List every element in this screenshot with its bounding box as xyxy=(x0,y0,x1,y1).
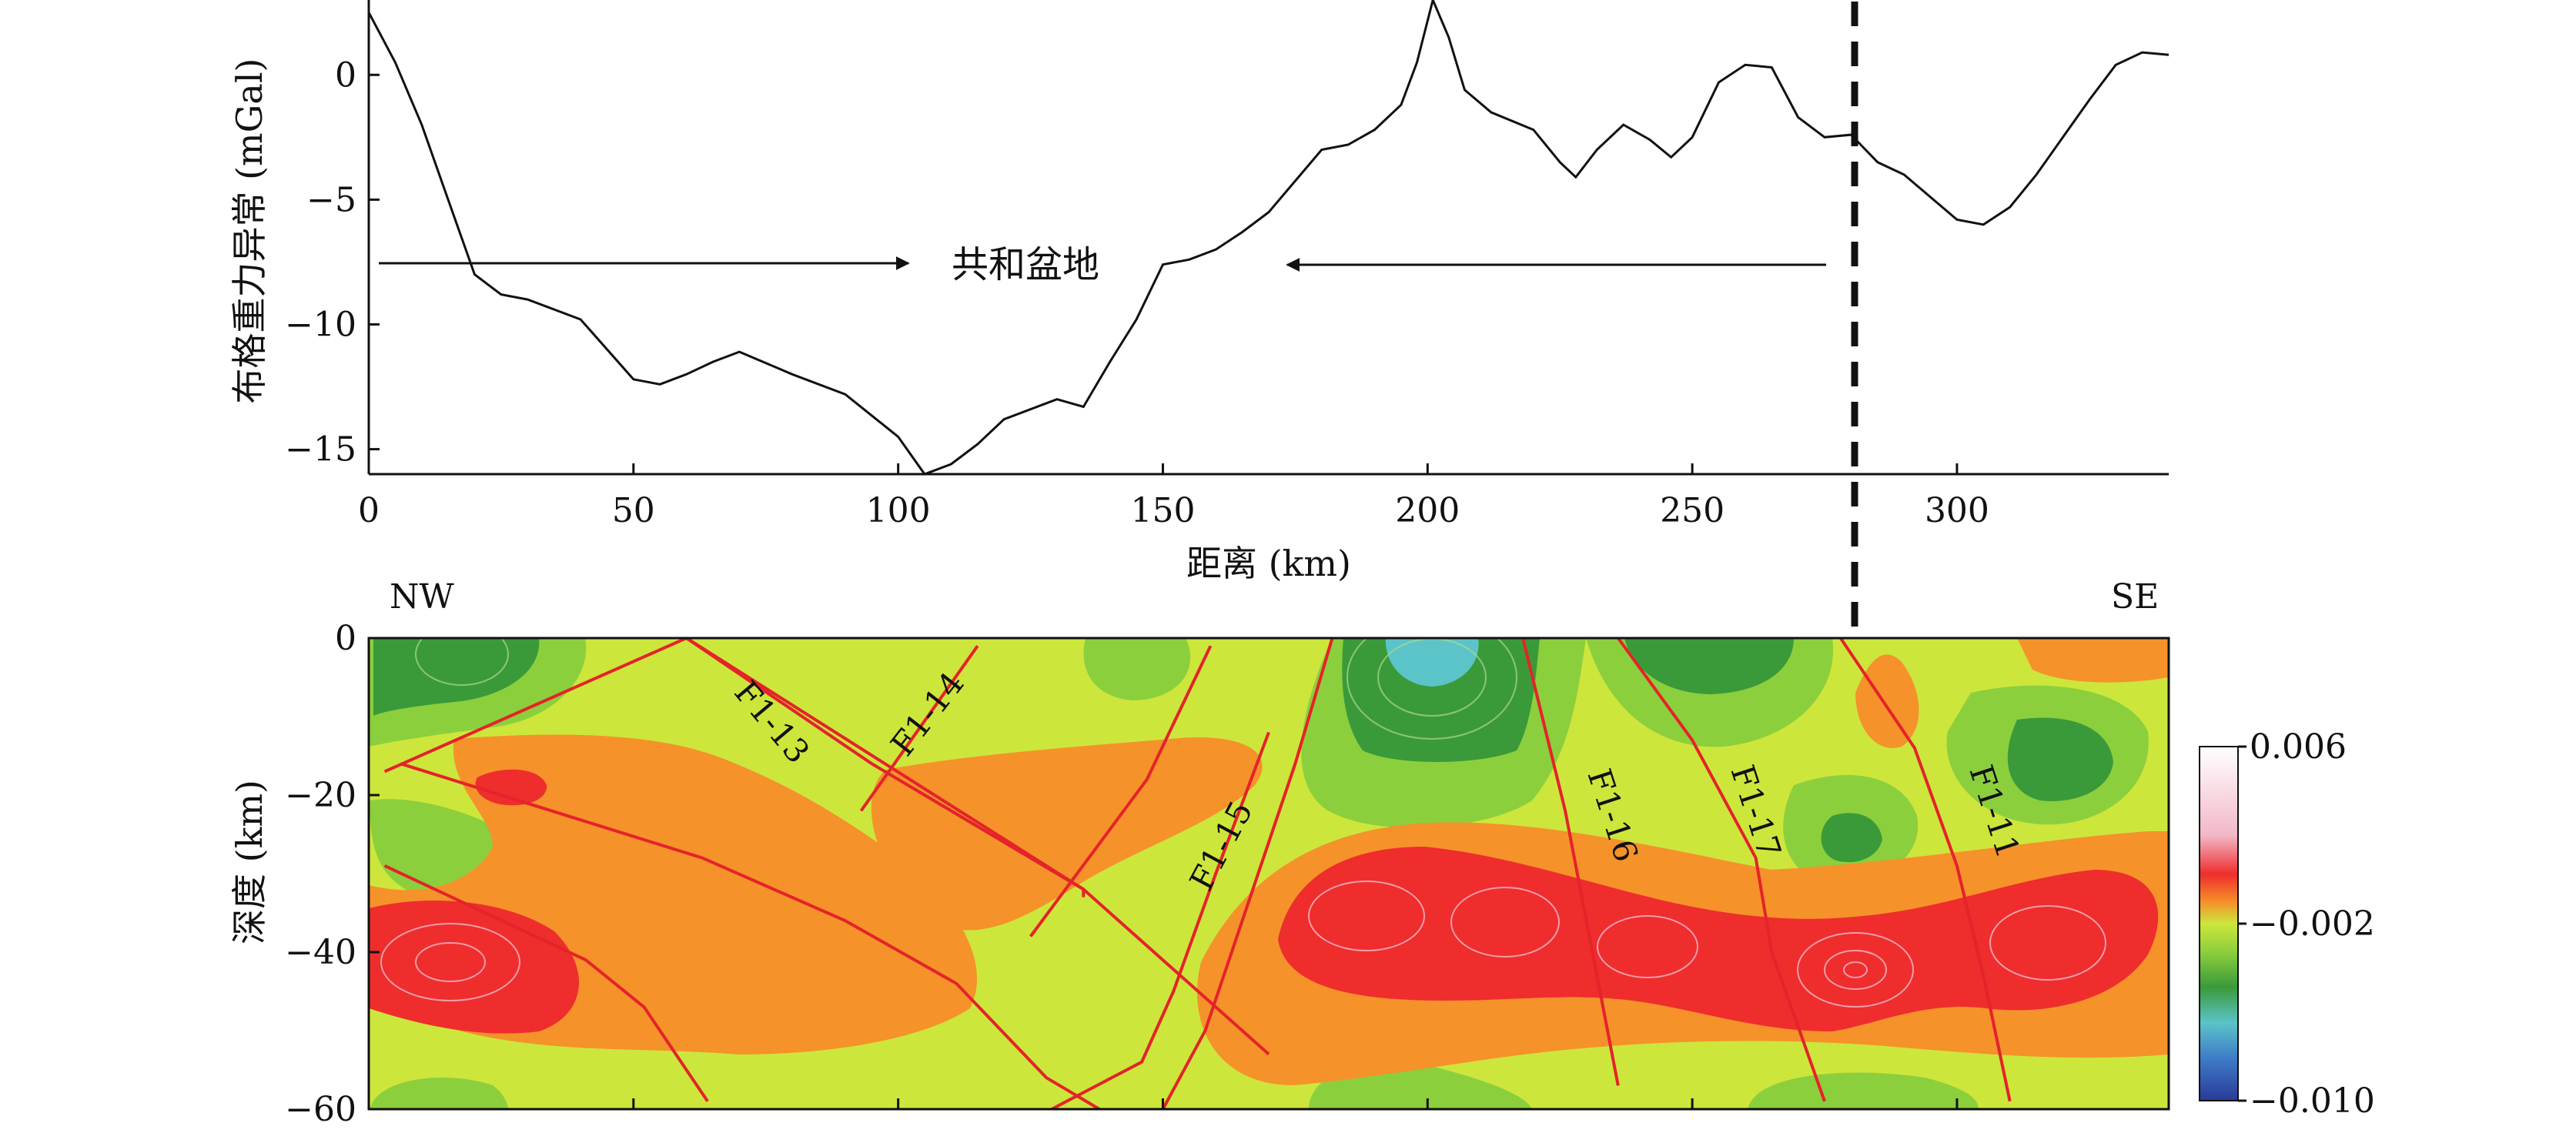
fault-line xyxy=(1161,637,1334,1110)
green-body-nw-core xyxy=(373,638,540,716)
contour-rings xyxy=(380,881,2106,1008)
fault-lines xyxy=(383,637,2012,1111)
fault-line xyxy=(1839,637,2012,1102)
fault-line xyxy=(1029,645,1213,937)
red-body-small xyxy=(475,769,547,806)
colorbar-tick-label: −0.010 xyxy=(2250,1081,2375,1121)
fault-line xyxy=(400,762,1101,1111)
gravity-anomaly-line xyxy=(367,0,2170,476)
colorbar-gradient xyxy=(2199,746,2239,1101)
green-body-bottom3 xyxy=(370,1078,508,1109)
fault-line xyxy=(1617,637,1826,1102)
top-x-tick-label: 200 xyxy=(1395,491,1460,530)
orange-body-ne xyxy=(2017,638,2169,683)
red-body-east xyxy=(1278,847,2159,1031)
colorbar-ticks: 0.006 −0.002 −0.010 xyxy=(2238,727,2375,1121)
section-y-tick-label: −60 xyxy=(285,1090,356,1129)
top-x-tick-label: 50 xyxy=(612,491,655,530)
top-x-tick-label: 300 xyxy=(1925,491,1989,530)
top-x-tick-label: 100 xyxy=(866,491,931,530)
nw-label: NW xyxy=(390,577,455,617)
top-x-tick-label: 250 xyxy=(1660,491,1725,530)
top-x-axis-label: 距离 (km) xyxy=(1186,543,1351,584)
green-body-east-core xyxy=(1624,638,1794,694)
basin-label: 共和盆地 xyxy=(952,243,1099,286)
fault-line xyxy=(859,645,979,812)
se-label: SE xyxy=(2111,577,2159,617)
cyan-anomaly xyxy=(1385,638,1479,687)
section-frame xyxy=(367,637,2170,1111)
section-y-tick-label: 0 xyxy=(335,619,356,658)
top-y-ticks: 0 −5 −10 −15 xyxy=(285,55,380,470)
top-y-tick-label: −5 xyxy=(306,180,356,219)
colorbar: 0.006 −0.002 −0.010 xyxy=(2199,727,2375,1121)
top-y-tick-label: −15 xyxy=(285,430,356,470)
orange-body-west-upper xyxy=(871,737,1263,931)
colorbar-tick-label: −0.002 xyxy=(2250,904,2375,944)
top-y-axis-label: 布格重力异常 (mGal) xyxy=(229,58,270,403)
fault-line xyxy=(1521,637,1620,1086)
top-x-tick-label: 150 xyxy=(1130,491,1195,530)
green-body-mid-core xyxy=(1821,813,1882,863)
colorbar-tick-label: 0.006 xyxy=(2250,727,2347,767)
section-x-ticks xyxy=(632,1098,1959,1109)
fault-line xyxy=(383,864,709,1102)
density-heatmap xyxy=(369,638,2169,1109)
gravity-panel: 0 50 100 150 200 250 300 0 −5 −10 −15 布格重力异常 (mGa… xyxy=(229,0,2170,584)
section-panel: NW SE xyxy=(229,577,2375,1129)
top-y-tick-label: −10 xyxy=(285,305,356,344)
green-body-bottom2 xyxy=(1748,1072,1979,1109)
green-body-se-core xyxy=(2007,717,2113,801)
section-y-tick-label: −20 xyxy=(285,776,356,815)
orange-body-tongue xyxy=(1855,654,1919,748)
section-y-axis-label: 深度 (km) xyxy=(229,780,270,944)
top-y-tick-label: 0 xyxy=(335,55,356,95)
section-y-tick-label: −40 xyxy=(285,933,356,972)
fault-line xyxy=(1051,731,1270,1111)
fault-line xyxy=(685,637,1270,1056)
top-x-ticks: 0 50 100 150 200 250 300 xyxy=(358,463,1989,530)
section-y-ticks: 0 −20 −40 −60 xyxy=(285,619,380,1129)
green-body-w2 xyxy=(1083,638,1191,700)
top-x-tick-label: 0 xyxy=(358,491,380,530)
fault-line xyxy=(383,637,687,774)
